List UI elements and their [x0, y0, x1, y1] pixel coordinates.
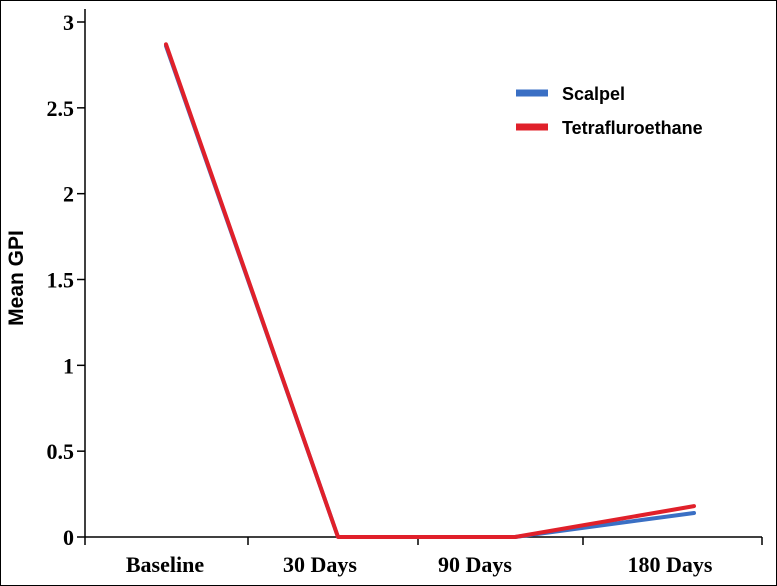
y-axis-title: Mean GPI — [5, 230, 28, 326]
y-tick-label: 2 — [63, 182, 74, 207]
x-tick-label: 30 Days — [283, 552, 357, 577]
series-group — [164, 42, 696, 539]
x-tick-label: 90 Days — [438, 552, 512, 577]
y-ticks: 0 0.5 1 1.5 2 2.5 3 — [47, 10, 85, 550]
legend-label: Scalpel — [562, 84, 625, 104]
y-tick-label: 3 — [63, 10, 74, 35]
x-tick-label: Baseline — [126, 552, 204, 577]
y-tick-label: 0 — [63, 525, 74, 550]
x-tick-label: 180 Days — [628, 552, 713, 577]
series-line-tetrafluroethane — [164, 42, 696, 539]
y-tick-label: 0.5 — [47, 439, 75, 464]
axes — [84, 9, 762, 538]
y-tick-label: 1 — [63, 353, 74, 378]
legend: Scalpel Tetrafluroethane — [516, 84, 703, 138]
y-tick-label: 1.5 — [47, 268, 75, 293]
x-ticks: Baseline 30 Days 90 Days 180 Days — [84, 537, 763, 577]
y-tick-label: 2.5 — [47, 96, 75, 121]
legend-label: Tetrafluroethane — [562, 118, 703, 138]
